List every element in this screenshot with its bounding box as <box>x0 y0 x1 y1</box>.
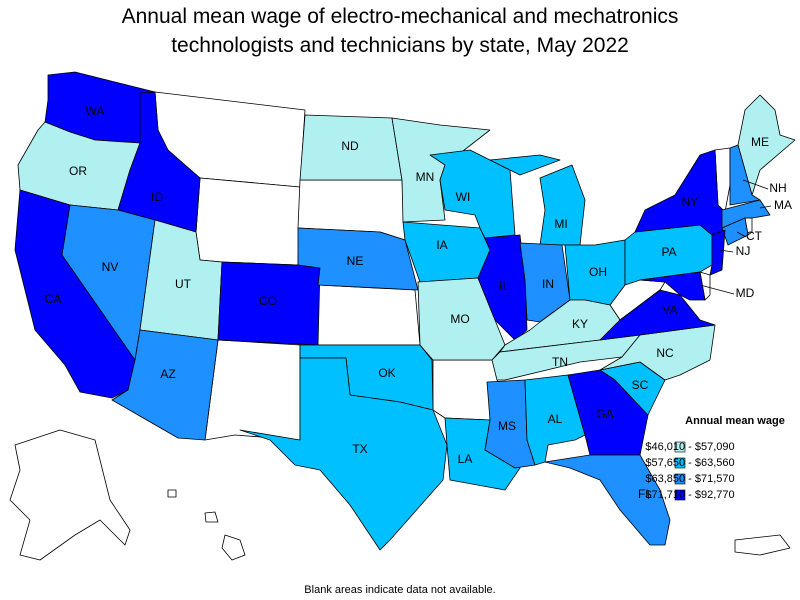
state-label: GA <box>596 407 613 421</box>
leader-line <box>736 231 747 238</box>
state-label: NJ <box>736 244 751 258</box>
state-label: NE <box>347 254 364 268</box>
state-label: ID <box>151 190 163 204</box>
legend-title: Annual mean wage <box>685 415 785 427</box>
state-label: AL <box>548 412 563 426</box>
state-label: AZ <box>160 367 175 381</box>
state-label: UT <box>175 277 192 291</box>
state-label: LA <box>458 452 473 466</box>
leader-line <box>742 179 769 190</box>
state-label: TN <box>552 355 568 369</box>
state-label: NV <box>102 260 119 274</box>
state-label: IL <box>499 279 509 293</box>
state <box>721 217 749 246</box>
state-label: MS <box>498 419 516 433</box>
legend-swatch <box>674 457 686 469</box>
leader-line <box>719 249 734 253</box>
state-label: ND <box>341 139 359 153</box>
hawaii <box>204 511 219 523</box>
state-label: MN <box>416 170 435 184</box>
state <box>239 357 448 551</box>
puerto-rico <box>734 534 791 556</box>
state-label: SC <box>632 378 649 392</box>
legend-label: $63,850 - $71,570 <box>645 473 734 485</box>
hawaii <box>221 534 246 561</box>
state <box>489 154 561 176</box>
leader-line <box>759 205 772 209</box>
state-label: MI <box>554 217 567 231</box>
state <box>709 229 726 276</box>
state-blank <box>204 339 301 441</box>
state-label: NC <box>656 346 674 360</box>
state-label: IA <box>436 238 447 252</box>
state-label: CT <box>746 229 763 243</box>
state-label: ME <box>751 135 769 149</box>
state <box>544 454 671 546</box>
legend-label: $46,010 - $57,090 <box>645 441 734 453</box>
state-blank <box>195 177 301 266</box>
state-label: CA <box>45 292 62 306</box>
state-label: MD <box>736 286 755 300</box>
footnote: Blank areas indicate data not available. <box>304 584 496 596</box>
state <box>429 149 516 239</box>
title: Annual mean wage of electro-mechanical a… <box>121 5 679 57</box>
legend-label: $71,710 - $92,770 <box>645 489 734 501</box>
state-label: NH <box>769 181 786 195</box>
state <box>297 227 419 291</box>
state <box>737 94 796 196</box>
state-label: WI <box>456 190 471 204</box>
state-label: MO <box>450 312 469 326</box>
state-label: IN <box>542 277 554 291</box>
state-label: KY <box>572 317 588 331</box>
state <box>111 329 219 441</box>
state-label: OK <box>378 366 395 380</box>
state-label: MA <box>774 198 792 212</box>
state <box>634 149 726 236</box>
legend: Annual mean wage $46,010 - $57,090 $57,65… <box>645 415 784 501</box>
state <box>217 261 321 346</box>
state-label: CO <box>259 294 277 308</box>
state-label: VA <box>662 303 677 317</box>
state-label: PA <box>661 245 676 259</box>
state <box>117 91 201 233</box>
state-label: OR <box>69 164 87 178</box>
state-label: WA <box>86 104 105 118</box>
state <box>539 164 586 246</box>
legend-label: $57,650 - $63,560 <box>645 457 734 469</box>
state <box>639 271 706 301</box>
state-label: OH <box>589 265 607 279</box>
legend-swatch <box>674 441 686 453</box>
alaska <box>9 429 131 561</box>
legend-swatch <box>674 489 686 501</box>
state-label: TX <box>352 442 367 456</box>
leader-line <box>699 284 735 295</box>
hawaii <box>167 489 177 498</box>
states: WA OR CA ID NV UT AZ CO ND NE OK TX MN IA MO LA WI IL MI IN… <box>14 71 796 551</box>
state-label: NY <box>682 195 699 209</box>
legend-swatch <box>674 473 686 485</box>
state-blank <box>317 284 421 346</box>
state-label: FL <box>638 487 652 501</box>
